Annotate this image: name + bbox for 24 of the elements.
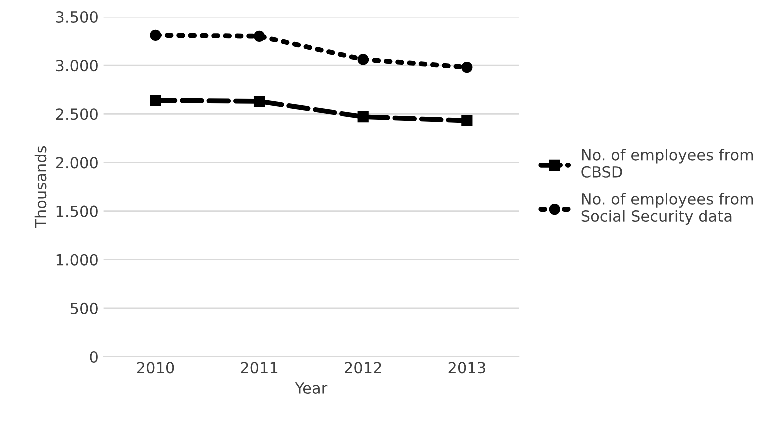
point [462,62,473,74]
y-tick-label: 1.000 [56,254,98,266]
x-tick-label: 2010 [137,362,174,374]
y-axis-title: Thousands [34,146,47,228]
legend-label: No. of employees from Social Security data [582,193,754,226]
y-tick-label: 3.000 [56,60,98,72]
y-tick-label: 3.500 [56,11,98,24]
y-tick-label: 2.500 [56,108,98,120]
point [358,112,369,123]
point [254,30,266,42]
y-tick-label: 1.500 [56,206,98,218]
y-tick-label: 2.000 [56,157,98,169]
y-tick-label: 500 [70,302,98,314]
x-tick-label: 2012 [345,362,382,374]
y-tick-label: 0 [90,351,98,364]
point [358,54,369,66]
legend-label: No. of employees from CBSD [582,148,754,178]
x-axis-title: Year [295,382,328,394]
x-tick-label: 2013 [448,362,486,374]
point [150,94,162,106]
point [254,96,266,108]
point [150,30,162,42]
point [462,115,473,126]
x-tick-label: 2011 [241,362,278,374]
